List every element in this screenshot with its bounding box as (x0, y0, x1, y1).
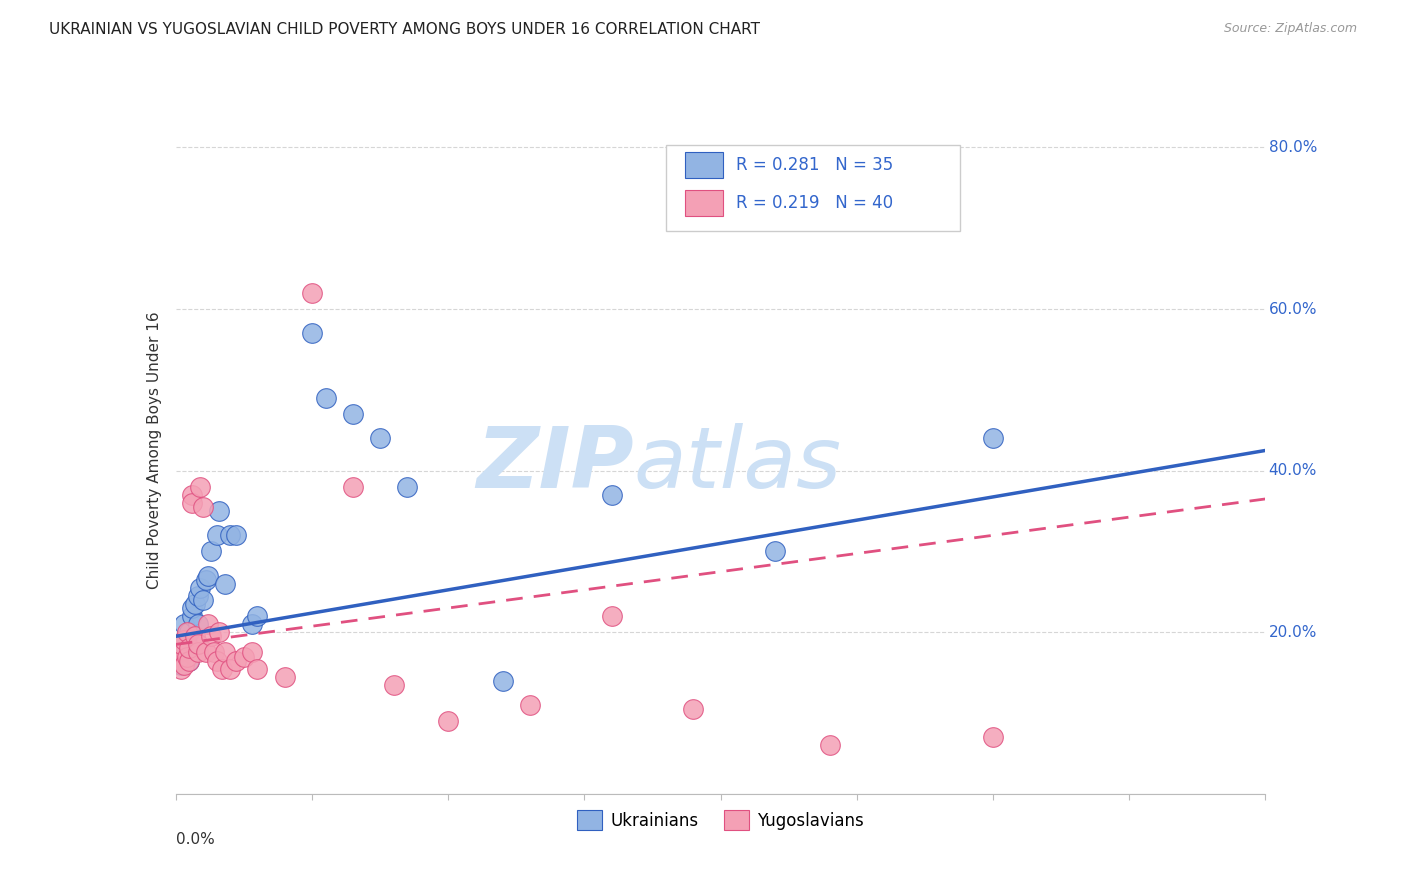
Point (205, 654, 228, 668)
Point (181, 609, 204, 624)
Point (184, 597, 207, 611)
Text: atlas: atlas (633, 423, 841, 506)
Point (173, 633, 195, 648)
Point (232, 649, 254, 664)
Point (194, 645, 217, 659)
Point (240, 617, 263, 632)
Text: 0.0%: 0.0% (176, 831, 215, 847)
Point (167, 654, 190, 668)
Text: ZIP: ZIP (475, 423, 633, 506)
Point (763, 544, 786, 558)
Point (492, 673, 515, 688)
FancyBboxPatch shape (685, 190, 723, 216)
Text: 80.0%: 80.0% (1268, 140, 1317, 155)
Point (219, 662, 242, 676)
Point (600, 488, 623, 502)
Point (173, 657, 195, 672)
Point (200, 629, 222, 643)
Point (186, 617, 209, 632)
Point (396, 480, 419, 494)
Point (682, 702, 704, 716)
Text: Source: ZipAtlas.com: Source: ZipAtlas.com (1223, 22, 1357, 36)
Point (208, 625, 231, 640)
Point (173, 633, 195, 648)
Y-axis label: Child Poverty Among Boys Under 16: Child Poverty Among Boys Under 16 (146, 311, 162, 590)
FancyBboxPatch shape (685, 153, 723, 178)
Point (301, 326, 323, 341)
Point (274, 670, 297, 684)
Point (315, 391, 337, 405)
Point (301, 285, 323, 300)
Point (600, 609, 623, 624)
Legend: Ukrainians, Yugoslavians: Ukrainians, Yugoslavians (571, 804, 870, 837)
Point (170, 637, 193, 651)
Point (214, 576, 236, 591)
Point (981, 431, 1004, 445)
Point (219, 528, 242, 542)
Point (179, 625, 201, 640)
Text: 60.0%: 60.0% (1268, 301, 1317, 317)
Point (179, 654, 201, 668)
Point (197, 617, 219, 632)
Point (200, 544, 222, 558)
Point (170, 641, 193, 656)
Point (191, 593, 214, 607)
Point (167, 645, 190, 659)
Point (342, 407, 364, 421)
Point (342, 480, 364, 494)
Point (170, 657, 193, 672)
Text: UKRAINIAN VS YUGOSLAVIAN CHILD POVERTY AMONG BOYS UNDER 16 CORRELATION CHART: UKRAINIAN VS YUGOSLAVIAN CHILD POVERTY A… (49, 22, 761, 37)
Point (184, 629, 207, 643)
Point (167, 645, 190, 659)
Point (208, 504, 231, 518)
Text: R = 0.281   N = 35: R = 0.281 N = 35 (735, 156, 893, 174)
Point (170, 662, 193, 676)
Point (176, 649, 198, 664)
Point (179, 641, 201, 656)
Point (186, 637, 209, 651)
Point (176, 645, 198, 659)
Text: 20.0%: 20.0% (1268, 624, 1317, 640)
Point (205, 528, 228, 542)
Point (186, 645, 209, 659)
Point (225, 528, 247, 542)
Point (181, 601, 204, 615)
Point (240, 645, 263, 659)
Point (179, 654, 201, 668)
Point (173, 617, 195, 632)
Point (197, 568, 219, 582)
Point (194, 573, 217, 587)
Point (519, 698, 541, 712)
FancyBboxPatch shape (666, 145, 960, 231)
Point (191, 500, 214, 514)
Point (225, 654, 247, 668)
Point (188, 480, 211, 494)
Text: R = 0.219   N = 40: R = 0.219 N = 40 (735, 194, 893, 212)
Point (211, 662, 233, 676)
Point (382, 678, 405, 692)
Point (181, 496, 204, 510)
Point (246, 609, 269, 624)
Point (186, 589, 209, 603)
Point (981, 731, 1004, 745)
Point (202, 645, 225, 659)
Point (818, 739, 841, 753)
Point (246, 662, 269, 676)
Point (181, 488, 204, 502)
Point (176, 637, 198, 651)
Point (176, 625, 198, 640)
Text: 40.0%: 40.0% (1268, 463, 1317, 478)
Point (214, 645, 236, 659)
Point (368, 431, 391, 445)
Point (188, 581, 211, 595)
Point (437, 714, 460, 728)
